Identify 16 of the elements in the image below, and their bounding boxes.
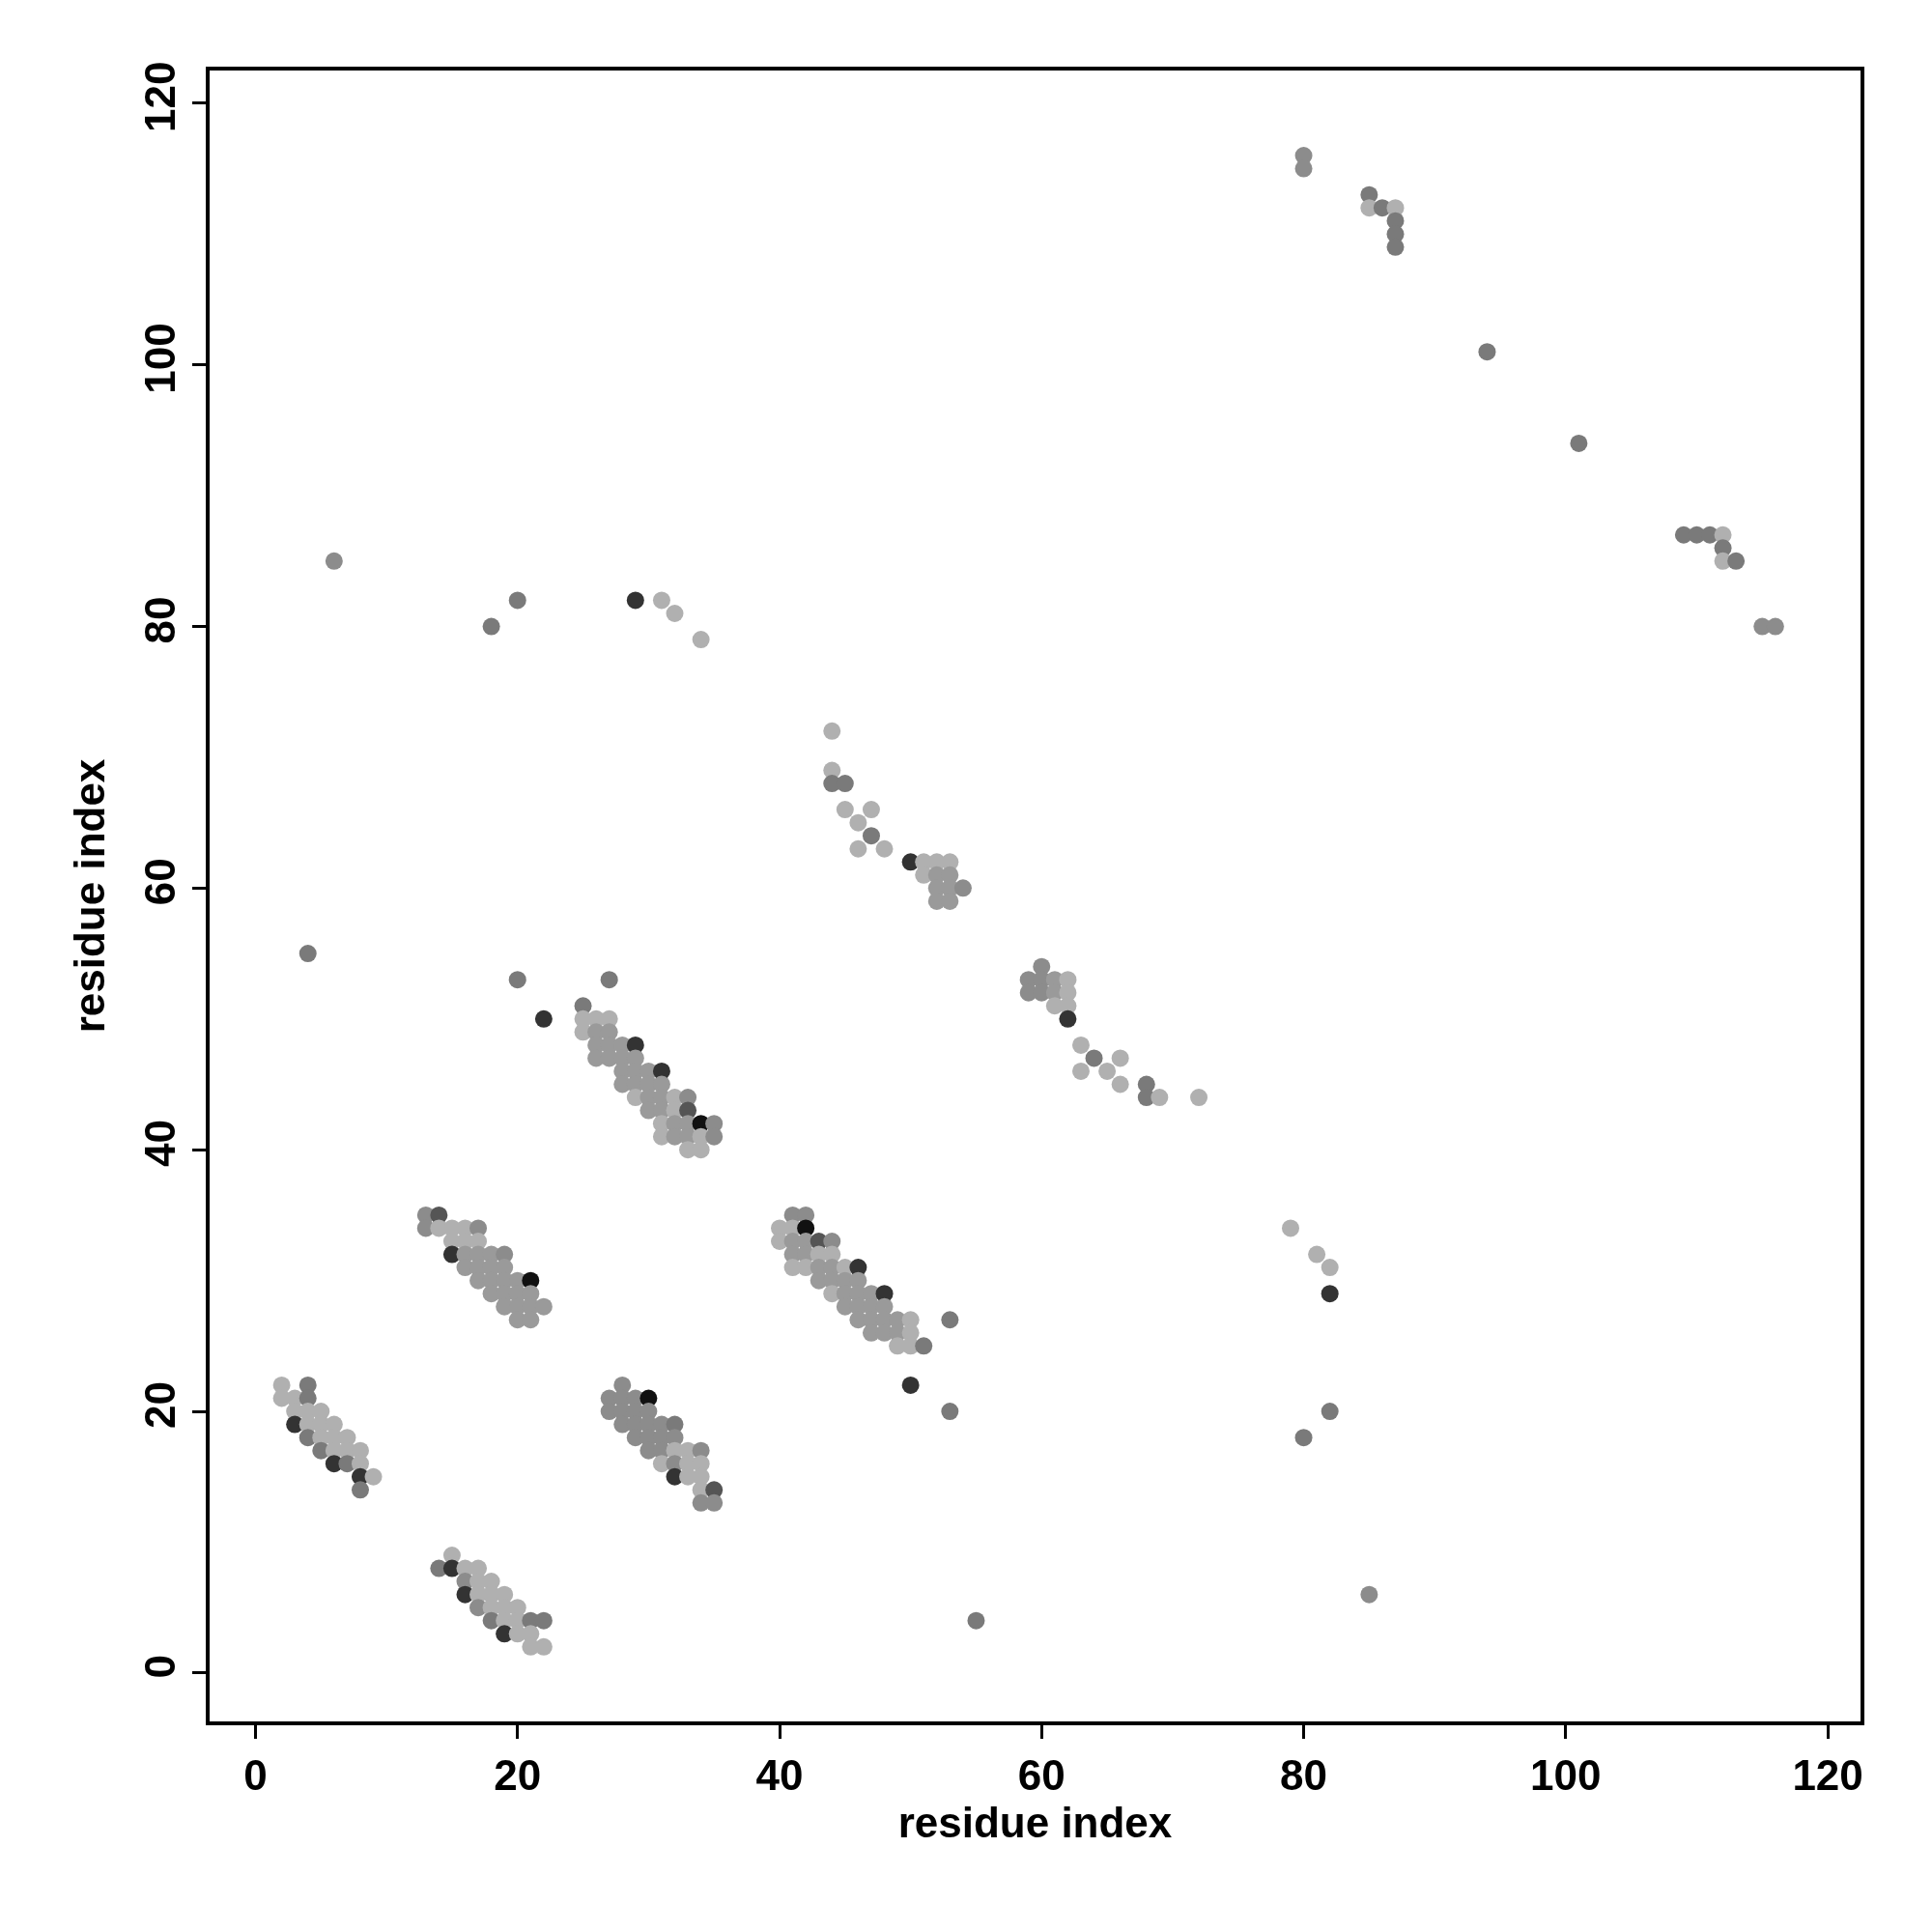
y-tick-label: 40 (136, 1120, 185, 1168)
x-tick-label: 80 (1280, 1750, 1328, 1799)
y-tick-label: 100 (136, 323, 185, 394)
x-tick-label: 120 (1792, 1750, 1863, 1799)
y-axis-title: residue index (66, 758, 113, 1034)
y-tick-label: 80 (136, 596, 185, 644)
y-tick-label: 0 (136, 1655, 185, 1679)
x-axis-title: residue index (897, 1798, 1173, 1846)
x-tick-label: 40 (755, 1750, 804, 1799)
x-tick-label: 20 (494, 1750, 542, 1799)
x-tick-label: 60 (1017, 1750, 1065, 1799)
y-tick-label: 120 (136, 61, 185, 132)
y-tick-label: 20 (136, 1380, 185, 1429)
x-tick-label: 0 (243, 1750, 268, 1799)
x-tick-label: 100 (1530, 1750, 1602, 1799)
y-tick-label: 60 (136, 858, 185, 906)
